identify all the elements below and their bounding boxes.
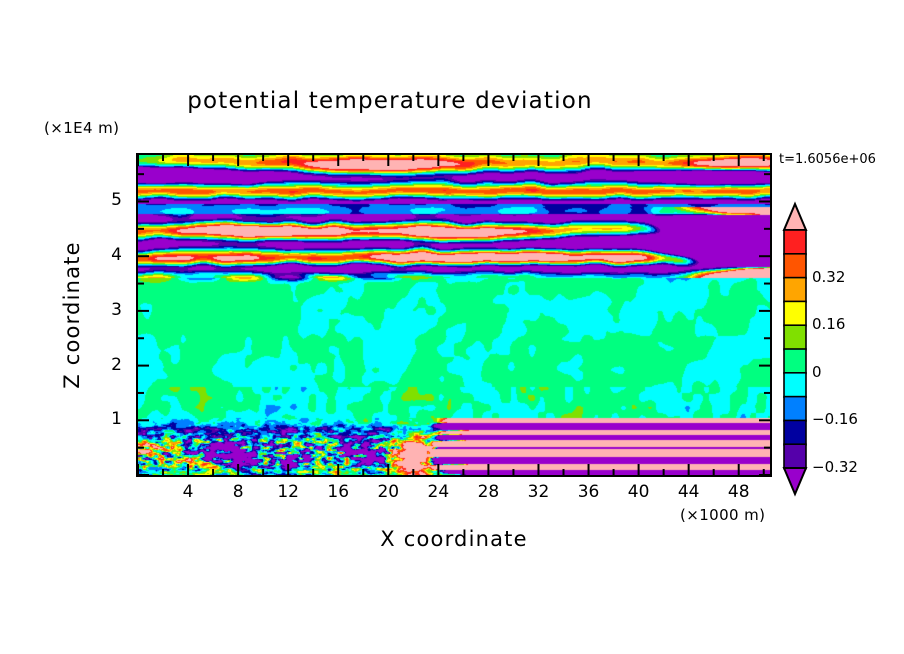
x-tick-label: 8 — [232, 482, 244, 502]
colorbar-band — [783, 324, 807, 351]
colorbar-tick-label: 0.32 — [812, 267, 846, 286]
y-tick-label: 5 — [111, 190, 122, 211]
colorbar-band — [783, 419, 807, 446]
colorbar-tick-label: 0.16 — [812, 315, 846, 334]
x-tick-label: 48 — [727, 482, 750, 502]
colorbar-band — [783, 372, 807, 399]
contour-plot-area — [136, 153, 772, 477]
x-tick-label: 20 — [377, 482, 400, 502]
x-tick-label: 4 — [182, 482, 194, 502]
y-axis-unit-label: (×1E4 m) — [44, 119, 120, 137]
colorbar-svg — [782, 201, 808, 497]
x-tick-label: 40 — [627, 482, 650, 502]
colorbar-band — [783, 300, 807, 327]
x-tick-label: 36 — [577, 482, 600, 502]
x-tick-label: 24 — [427, 482, 450, 502]
colorbar-band — [783, 348, 807, 375]
x-axis-unit-label: (×1000 m) — [680, 506, 766, 524]
x-tick-label: 32 — [527, 482, 550, 502]
x-tick-label: 28 — [477, 482, 500, 502]
x-tick-label: 44 — [677, 482, 700, 502]
contour-field-canvas — [138, 155, 770, 475]
x-tick-label: 16 — [327, 482, 350, 502]
colorbar-tick-label: 0 — [812, 362, 822, 381]
colorbar-band — [783, 395, 807, 422]
colorbar-extend-top — [782, 201, 808, 231]
colorbar-tick-label: −0.16 — [812, 410, 858, 429]
y-tick-label: 1 — [111, 409, 122, 430]
colorbar-band — [783, 443, 807, 470]
y-axis-title: Z coordinate — [60, 241, 84, 389]
time-annotation: t=1.6056e+06 — [779, 152, 876, 167]
colorbar: 0.32 0.16 0 −0.16 −0.32 — [778, 198, 898, 528]
colorbar-band — [783, 252, 807, 279]
x-tick-label: 12 — [277, 482, 299, 502]
x-axis-title: X coordinate — [380, 527, 528, 551]
y-tick-label: 3 — [111, 299, 122, 320]
y-tick-label: 2 — [111, 354, 122, 375]
colorbar-band — [783, 229, 807, 256]
y-tick-label: 4 — [111, 245, 122, 266]
colorbar-tick-label: −0.32 — [812, 458, 858, 476]
colorbar-band — [783, 276, 807, 303]
colorbar-extend-bottom — [782, 467, 808, 497]
page-title: potential temperature deviation — [187, 88, 593, 114]
